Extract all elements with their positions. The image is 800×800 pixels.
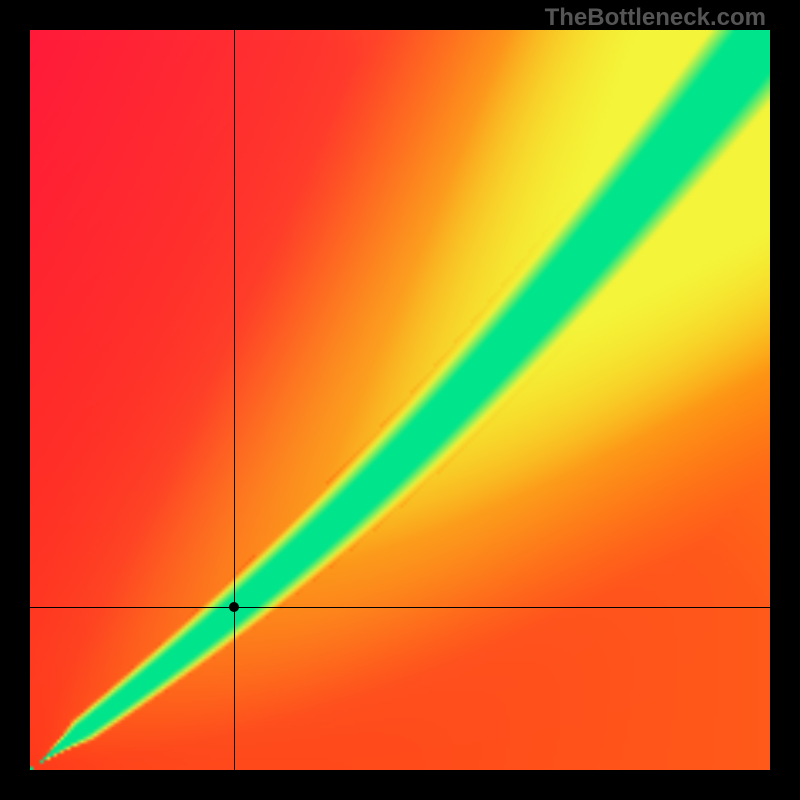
heatmap-plot-area — [30, 30, 770, 770]
chart-container: TheBottleneck.com — [0, 0, 800, 800]
heatmap-canvas — [30, 30, 770, 770]
watermark-text: TheBottleneck.com — [545, 4, 766, 32]
crosshair-vertical — [234, 30, 235, 770]
crosshair-marker — [229, 602, 239, 612]
crosshair-horizontal — [30, 607, 770, 608]
